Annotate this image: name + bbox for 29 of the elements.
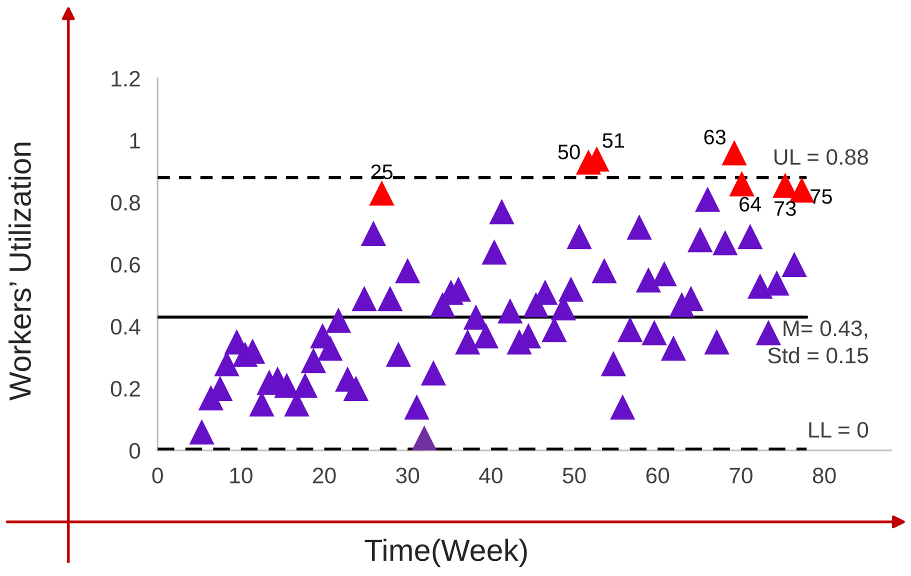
y-tick-label: 0.8 (110, 194, 140, 211)
y-tick-label: 1.2 (112, 70, 140, 86)
x-tick-label: 70 (730, 468, 752, 484)
x-tick-label: 20 (313, 468, 336, 484)
y-tick-label: 0.4 (110, 318, 140, 335)
y-axis-title: Workers’ Utilization (8, 142, 31, 400)
ref-line-label: UL = 0.88 (774, 149, 868, 165)
y-tick-label: 0.6 (110, 256, 140, 273)
x-tick-label: 40 (479, 468, 502, 484)
x-tick-label: 80 (812, 468, 836, 484)
annotation: 50 (558, 144, 580, 160)
ref-line-label: LL = 0 (809, 422, 868, 438)
point (369, 180, 394, 206)
x-tick-label: 10 (230, 468, 252, 484)
annotation: 51 (602, 133, 624, 148)
y-tick-label: 0 (129, 442, 140, 459)
annotation: 73 (774, 201, 796, 216)
x-tick-label: 50 (562, 468, 586, 484)
annotation: 64 (740, 196, 762, 212)
annotation: 75 (810, 189, 832, 204)
ref-line-label: M= 0.43, Std = 0.15 (768, 320, 868, 364)
point (729, 171, 754, 196)
x-tick-label: 30 (396, 468, 420, 484)
x-axis-title: Time(Week) (364, 538, 527, 568)
x-tick-label: 60 (646, 468, 670, 484)
y-tick-label: 0.2 (110, 380, 140, 397)
x-tick-label: 0 (152, 468, 163, 484)
y-tick-label: 1 (130, 133, 140, 148)
annotation: 63 (704, 130, 726, 144)
